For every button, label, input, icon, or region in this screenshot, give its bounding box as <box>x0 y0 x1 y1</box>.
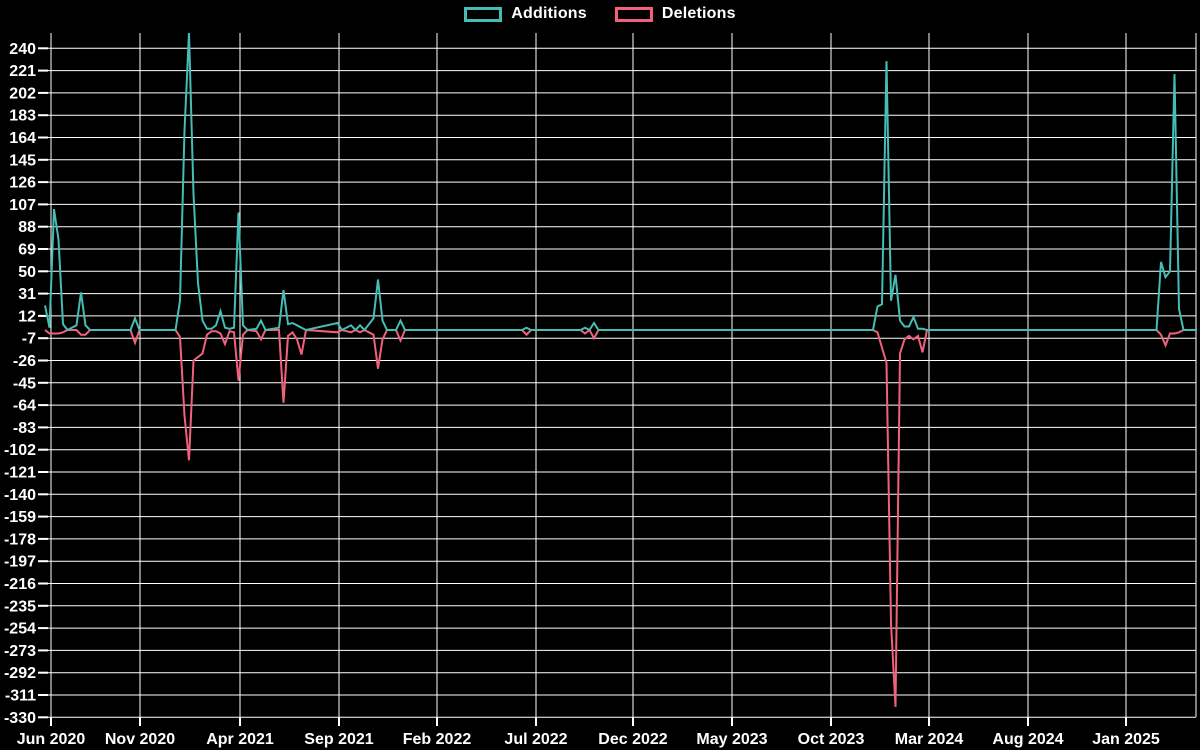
y-axis-label: -102 <box>4 442 36 459</box>
additions-swatch-icon <box>464 6 503 22</box>
legend-item-additions[interactable]: Additions <box>464 5 587 23</box>
y-axis-label: 107 <box>9 197 36 214</box>
x-axis-label: Oct 2023 <box>798 731 865 748</box>
x-axis-label: Jul 2022 <box>504 731 567 748</box>
y-axis-label: -26 <box>13 353 36 370</box>
y-axis-label: 50 <box>18 264 36 281</box>
y-axis-label: 164 <box>9 130 36 147</box>
y-axis-label: 202 <box>9 85 36 102</box>
y-axis-label: 183 <box>9 108 36 125</box>
y-axis-label: -178 <box>4 531 36 548</box>
y-axis-label: -45 <box>13 375 36 392</box>
y-axis-label: -140 <box>4 487 36 504</box>
y-axis-label: 88 <box>18 219 36 236</box>
additions-line-series <box>44 33 1197 332</box>
x-axis-label: Nov 2020 <box>105 731 175 748</box>
y-axis-label: 145 <box>9 152 36 169</box>
legend-label-additions: Additions <box>511 5 587 22</box>
y-axis-label: -159 <box>4 509 36 526</box>
x-axis-label: May 2023 <box>696 731 767 748</box>
y-axis-label: -311 <box>5 688 36 705</box>
x-axis-label: Mar 2024 <box>895 731 964 748</box>
x-axis-label: Jun 2020 <box>17 731 86 748</box>
deletions-line-series <box>44 328 1197 707</box>
x-axis-label: Apr 2021 <box>206 731 274 748</box>
y-axis-label: 240 <box>9 41 36 58</box>
legend-item-deletions[interactable]: Deletions <box>614 5 736 23</box>
legend-label-deletions: Deletions <box>661 5 736 22</box>
y-axis-label: 126 <box>9 175 36 192</box>
x-axis-label: Dec 2022 <box>598 731 667 748</box>
y-axis-label: -83 <box>13 420 36 437</box>
x-axis-label: Aug 2024 <box>992 731 1063 748</box>
deletions-swatch-icon <box>614 6 653 22</box>
y-axis-label: 12 <box>18 308 36 325</box>
y-axis-label: -197 <box>4 554 36 571</box>
x-axis-label: Feb 2022 <box>403 731 472 748</box>
x-axis-label: Sep 2021 <box>304 731 373 748</box>
y-axis-label: 69 <box>18 242 36 259</box>
y-axis-label: -273 <box>4 643 36 660</box>
y-axis-label: -292 <box>4 665 36 682</box>
x-axis-label: Jan 2025 <box>1092 731 1160 748</box>
y-axis-label: -330 <box>4 710 36 727</box>
chart-legend: Additions Deletions <box>0 5 1200 23</box>
y-axis-label: -235 <box>4 598 36 615</box>
y-axis-label: 31 <box>18 286 36 303</box>
y-axis-label: 221 <box>9 63 36 80</box>
y-axis-label: -121 <box>4 465 36 482</box>
y-axis-label: -216 <box>4 576 36 593</box>
y-axis-label: -254 <box>4 621 36 638</box>
y-axis-label: -64 <box>13 398 36 415</box>
y-axis-label: -7 <box>22 331 36 348</box>
